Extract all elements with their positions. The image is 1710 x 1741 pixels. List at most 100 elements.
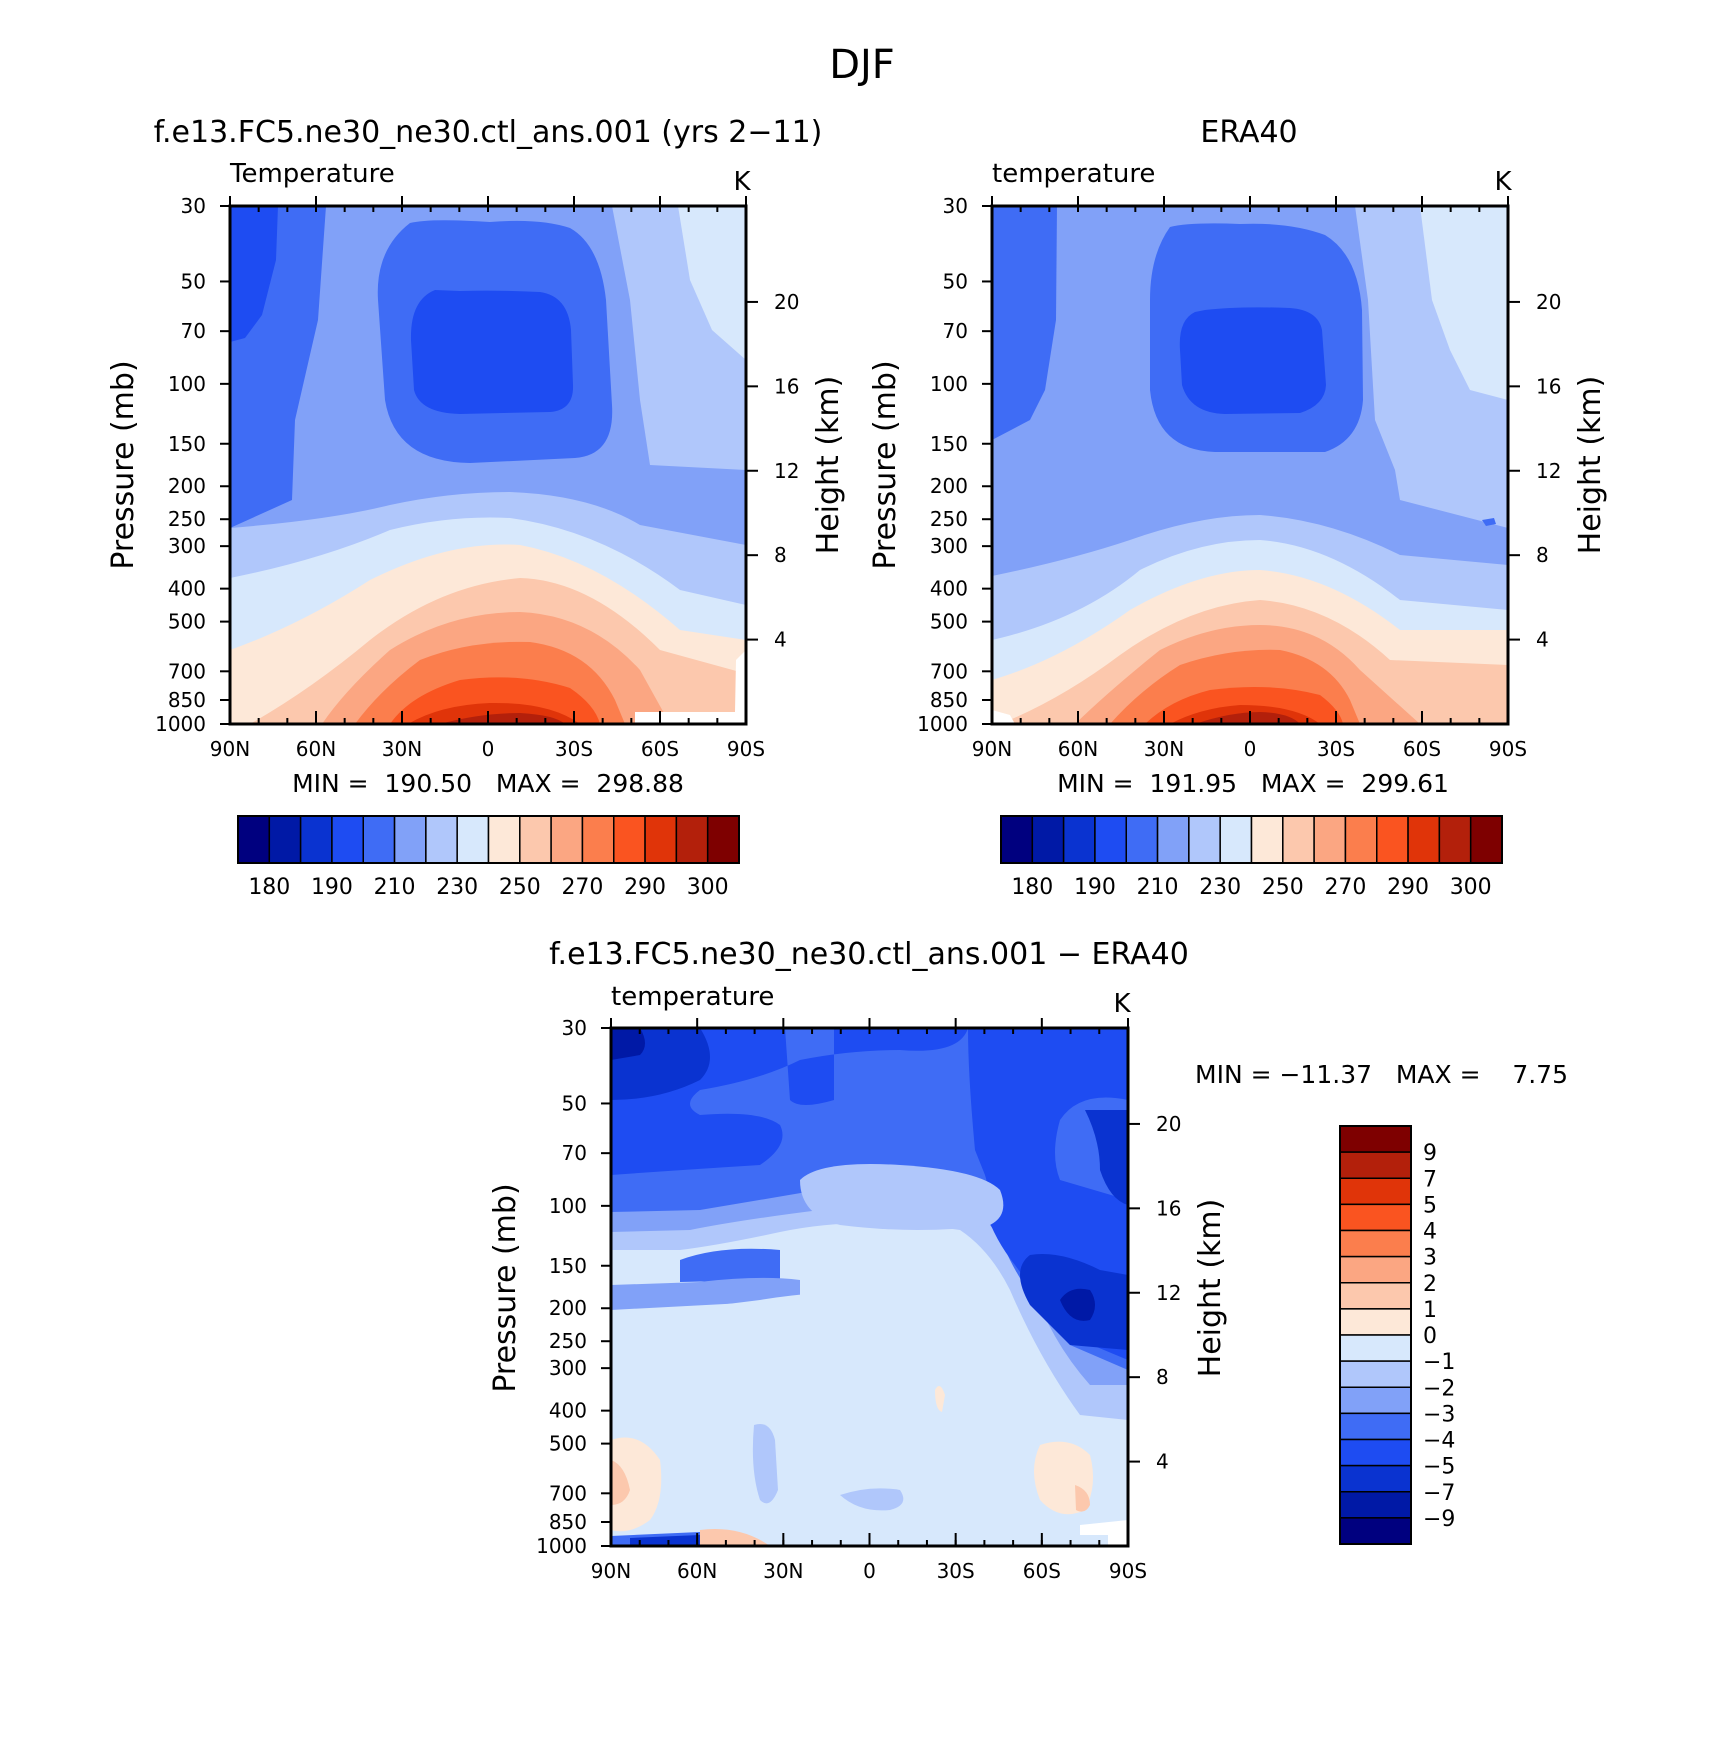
contour-band bbox=[440, 713, 565, 724]
colorbar-swatch bbox=[1250, 815, 1284, 864]
colorbar-swatch bbox=[1376, 815, 1409, 864]
colorbar-swatch bbox=[706, 815, 740, 864]
colorbar-label: −1 bbox=[1423, 1350, 1455, 1375]
y-tick-label: 100 bbox=[930, 372, 968, 396]
x-tick-label: 90N bbox=[210, 737, 250, 761]
y-tick-label: 400 bbox=[549, 1399, 587, 1423]
colorbar-label: 270 bbox=[561, 875, 603, 900]
panel-era40-plot bbox=[992, 206, 1508, 724]
panel-era40-ylabel: Pressure (mb) bbox=[868, 360, 903, 569]
y-tick-label: 100 bbox=[168, 372, 206, 396]
colorbar-swatch bbox=[331, 815, 364, 864]
y-tick-label: 70 bbox=[181, 319, 206, 343]
panel-difference-plot bbox=[611, 1028, 1128, 1546]
y-right-tick-label: 16 bbox=[1156, 1196, 1181, 1220]
colorbar-label: −4 bbox=[1423, 1429, 1455, 1454]
colorbar-label: −5 bbox=[1423, 1455, 1455, 1480]
colorbar-swatch bbox=[1282, 815, 1315, 864]
y-tick-label: 400 bbox=[168, 577, 206, 601]
x-tick-label: 90S bbox=[1489, 737, 1527, 761]
missing-data bbox=[635, 712, 746, 724]
panel-era40-units: K bbox=[1494, 167, 1512, 197]
x-tick-label: 90S bbox=[727, 737, 765, 761]
colorbar-label: 5 bbox=[1423, 1193, 1437, 1218]
panel-model-ylabel: Pressure (mb) bbox=[106, 360, 141, 569]
contour-band bbox=[410, 290, 574, 414]
panel-model-field-label: Temperature bbox=[229, 159, 395, 189]
colorbar-swatch bbox=[1339, 1360, 1412, 1388]
contour-band bbox=[840, 1488, 904, 1511]
colorbar-label: 1 bbox=[1423, 1298, 1437, 1323]
colorbar-swatch bbox=[1031, 815, 1065, 864]
y-tick-label: 50 bbox=[562, 1091, 587, 1115]
panel-model: f.e13.FC5.ne30_ne30.ctl_ans.001 (yrs 2−1… bbox=[106, 115, 846, 900]
y-tick-label: 1000 bbox=[917, 712, 968, 736]
colorbar-label: 290 bbox=[624, 875, 666, 900]
contour-band bbox=[1060, 1288, 1095, 1321]
panel-difference-ylabel-right: Height (km) bbox=[1193, 1199, 1228, 1378]
colorbar-swatch bbox=[268, 815, 302, 864]
x-tick-label: 30S bbox=[555, 737, 593, 761]
colorbar-swatch bbox=[1339, 1177, 1412, 1206]
colorbar-swatch bbox=[519, 815, 552, 864]
contour-band bbox=[630, 1535, 700, 1546]
y-tick-label: 100 bbox=[549, 1194, 587, 1218]
panel-model-colorbar: 180 190 210 230 250 270 290 300 bbox=[237, 815, 740, 900]
colorbar-swatch bbox=[1339, 1151, 1412, 1179]
x-tick-label: 30N bbox=[1144, 737, 1184, 761]
y-tick-label: 400 bbox=[930, 577, 968, 601]
y-right-tick-label: 12 bbox=[1536, 459, 1561, 483]
colorbar-swatch bbox=[1438, 815, 1472, 864]
x-tick-label: 0 bbox=[863, 1559, 876, 1583]
colorbar-label: 190 bbox=[311, 875, 353, 900]
colorbar-swatch bbox=[1339, 1491, 1412, 1519]
colorbar-swatch bbox=[1339, 1517, 1412, 1545]
y-tick-label: 50 bbox=[943, 269, 968, 293]
panel-era40-title: ERA40 bbox=[1200, 115, 1297, 150]
colorbar-swatch bbox=[362, 815, 396, 864]
y-tick-label: 150 bbox=[549, 1254, 587, 1278]
colorbar-swatch bbox=[550, 815, 584, 864]
colorbar-swatch bbox=[675, 815, 709, 864]
y-right-tick-label: 12 bbox=[774, 459, 799, 483]
x-tick-label: 30S bbox=[1317, 737, 1355, 761]
panel-era40-colorbar: 180 190 210 230 250 270 290 300 bbox=[1000, 815, 1503, 900]
x-tick-label: 60S bbox=[1023, 1559, 1061, 1583]
colorbar-label: 270 bbox=[1324, 875, 1366, 900]
y-tick-label: 300 bbox=[930, 534, 968, 558]
colorbar-label: 300 bbox=[1450, 875, 1492, 900]
colorbar-label: −7 bbox=[1423, 1481, 1455, 1506]
y-tick-label: 200 bbox=[168, 474, 206, 498]
y-right-tick-label: 20 bbox=[774, 290, 799, 314]
x-tick-label: 60N bbox=[1058, 737, 1098, 761]
x-tick-label: 30N bbox=[763, 1559, 803, 1583]
panel-model-ylabel-right: Height (km) bbox=[811, 376, 846, 555]
colorbar-label: 290 bbox=[1387, 875, 1429, 900]
colorbar-swatch bbox=[456, 815, 490, 864]
contour-band bbox=[992, 206, 1057, 440]
contour-band bbox=[700, 1529, 770, 1546]
y-tick-label: 500 bbox=[168, 610, 206, 634]
y-tick-label: 200 bbox=[930, 474, 968, 498]
colorbar-swatch bbox=[425, 815, 458, 864]
y-tick-label: 250 bbox=[549, 1329, 587, 1353]
colorbar-label: 180 bbox=[1011, 875, 1053, 900]
colorbar-swatch bbox=[1407, 815, 1441, 864]
colorbar-swatch bbox=[581, 815, 615, 864]
main-title: DJF bbox=[829, 42, 895, 88]
panel-difference-field-label: temperature bbox=[611, 982, 774, 1012]
contour-band bbox=[611, 1460, 630, 1505]
x-tick-label: 30S bbox=[937, 1559, 975, 1583]
y-tick-label: 300 bbox=[549, 1356, 587, 1380]
colorbar-swatch bbox=[1339, 1464, 1412, 1493]
y-tick-label: 1000 bbox=[536, 1534, 587, 1558]
colorbar-label: 180 bbox=[248, 875, 290, 900]
colorbar-swatch bbox=[1339, 1282, 1412, 1310]
panel-era40-ylabel-right: Height (km) bbox=[1573, 376, 1608, 555]
contour-band bbox=[1482, 518, 1496, 526]
colorbar-swatch bbox=[1219, 815, 1253, 864]
colorbar-label: −2 bbox=[1423, 1376, 1455, 1401]
x-tick-label: 30N bbox=[382, 737, 422, 761]
y-tick-label: 1000 bbox=[155, 712, 206, 736]
